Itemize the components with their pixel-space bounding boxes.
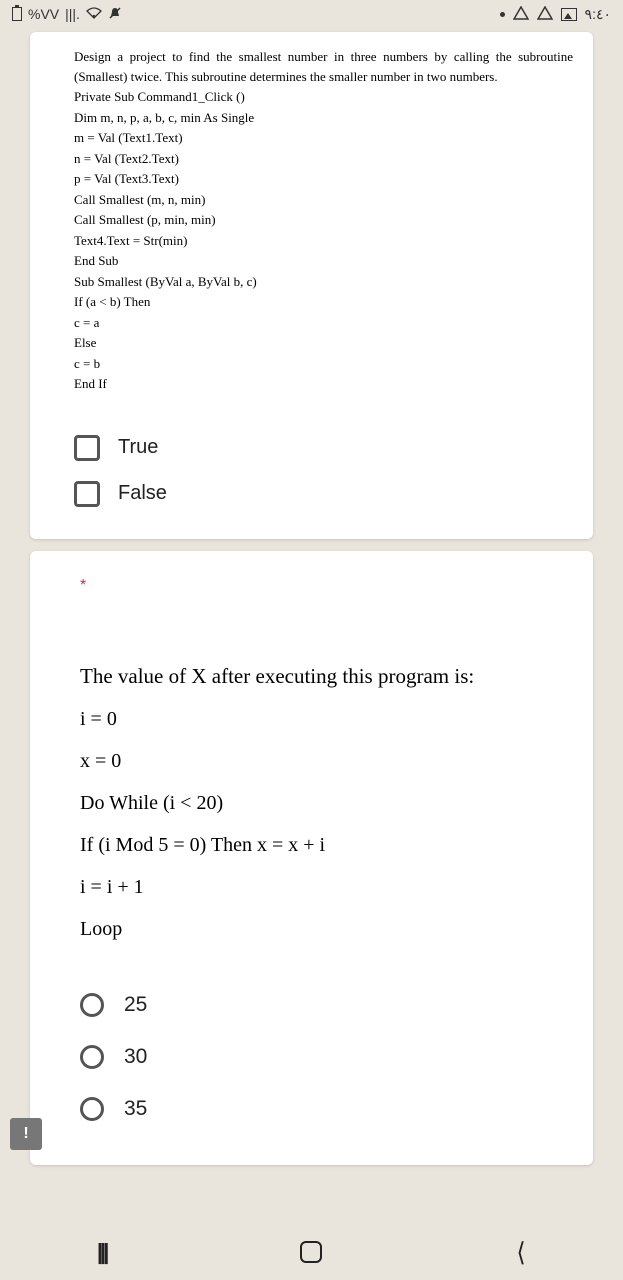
option-label: False — [118, 482, 167, 505]
code-line: x = 0 — [80, 741, 565, 781]
recent-apps-button[interactable]: ||| — [97, 1239, 106, 1265]
code-line: Call Smallest (m, n, min) — [74, 190, 573, 210]
wifi-icon — [86, 6, 102, 22]
code-line: If (a < b) Then — [74, 292, 573, 312]
status-bar: %VV |||. ٩:٤٠ — [0, 0, 623, 28]
question-card-1: Design a project to find the smallest nu… — [30, 32, 593, 539]
signal-icon: |||. — [65, 6, 80, 22]
code-line: i = i + 1 — [80, 867, 565, 907]
code-line: Else — [74, 333, 573, 353]
exclaim-icon: ! — [23, 1125, 28, 1143]
code-line: Text4.Text = Str(min) — [74, 231, 573, 251]
code-line: Sub Smallest (ByVal a, ByVal b, c) — [74, 272, 573, 292]
q2-title: The value of X after executing this prog… — [80, 655, 565, 697]
radio-icon — [80, 1097, 104, 1121]
checkbox-option-false[interactable]: False — [74, 471, 573, 517]
status-right: ٩:٤٠ — [500, 6, 611, 23]
triangle-outline-icon — [537, 6, 553, 23]
home-button[interactable] — [300, 1241, 322, 1263]
option-label: True — [118, 436, 158, 459]
question-1-body: Design a project to find the smallest nu… — [30, 32, 593, 415]
clock-time: ٩:٤٠ — [585, 6, 611, 23]
required-marker: * — [80, 577, 565, 595]
q2-options: 25 30 35 — [80, 979, 565, 1135]
code-line: Call Smallest (p, min, min) — [74, 210, 573, 230]
battery-icon — [12, 7, 22, 21]
radio-icon — [80, 1045, 104, 1069]
option-label: 30 — [124, 1045, 147, 1069]
radio-option-35[interactable]: 35 — [80, 1083, 565, 1135]
radio-option-30[interactable]: 30 — [80, 1031, 565, 1083]
image-icon — [561, 8, 577, 21]
code-line: i = 0 — [80, 699, 565, 739]
back-button[interactable]: ⟨ — [516, 1237, 525, 1268]
checkbox-option-true[interactable]: True — [74, 425, 573, 471]
triangle-outline-icon — [513, 6, 529, 23]
code-line: n = Val (Text2.Text) — [74, 149, 573, 169]
question-2-body: The value of X after executing this prog… — [80, 655, 565, 949]
code-line: p = Val (Text3.Text) — [74, 169, 573, 189]
option-label: 35 — [124, 1097, 147, 1121]
checkbox-icon — [74, 435, 100, 461]
code-line: If (i Mod 5 = 0) Then x = x + i — [80, 825, 565, 865]
radio-icon — [80, 993, 104, 1017]
code-line: c = a — [74, 313, 573, 333]
code-line: End If — [74, 374, 573, 394]
feedback-button[interactable]: ! — [10, 1118, 42, 1150]
code-line: Private Sub Command1_Click () — [74, 87, 573, 107]
checkbox-icon — [74, 481, 100, 507]
nav-bar: ||| ⟨ — [0, 1224, 623, 1280]
option-label: 25 — [124, 993, 147, 1017]
status-left: %VV |||. — [12, 6, 122, 23]
q1-options: True False — [30, 415, 593, 539]
code-line: m = Val (Text1.Text) — [74, 128, 573, 148]
dot-icon — [500, 12, 505, 17]
code-line: Loop — [80, 909, 565, 949]
code-line: Dim m, n, p, a, b, c, min As Single — [74, 108, 573, 128]
code-line: End Sub — [74, 251, 573, 271]
code-line: Do While (i < 20) — [80, 783, 565, 823]
status-text: %VV — [28, 6, 59, 22]
code-line: c = b — [74, 354, 573, 374]
radio-option-25[interactable]: 25 — [80, 979, 565, 1031]
bell-muted-icon — [108, 6, 122, 23]
q1-description: Design a project to find the smallest nu… — [74, 47, 573, 86]
question-card-2: * The value of X after executing this pr… — [30, 551, 593, 1165]
